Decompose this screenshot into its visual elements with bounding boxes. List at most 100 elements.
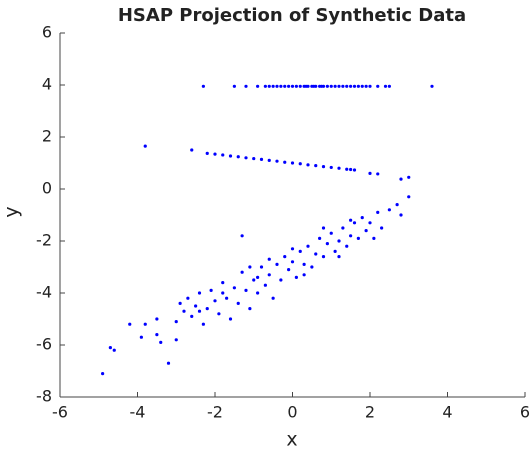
point — [221, 281, 225, 285]
point — [364, 84, 368, 88]
point — [267, 158, 271, 162]
point — [298, 249, 302, 253]
point — [275, 84, 279, 88]
y-tick-label: 4 — [42, 75, 52, 94]
point — [267, 273, 271, 277]
point — [430, 84, 434, 88]
point — [139, 335, 143, 339]
point — [182, 309, 186, 313]
point — [244, 84, 248, 88]
point — [321, 84, 326, 88]
point — [213, 152, 217, 156]
point — [232, 286, 236, 290]
point — [287, 84, 291, 88]
point — [283, 84, 287, 88]
x-tick-label: 6 — [520, 403, 530, 422]
point — [345, 244, 349, 248]
point — [159, 340, 163, 344]
point — [275, 262, 279, 266]
point — [244, 288, 248, 292]
point — [349, 167, 353, 172]
point — [407, 195, 411, 199]
point — [228, 154, 233, 158]
point — [287, 268, 291, 272]
point — [294, 84, 298, 88]
point — [259, 157, 264, 161]
y-tick-label: -6 — [36, 335, 52, 354]
x-tick-label: 0 — [287, 403, 297, 422]
point — [271, 296, 275, 300]
point — [302, 273, 306, 277]
point — [155, 317, 159, 321]
point — [337, 84, 341, 88]
point — [314, 164, 318, 168]
point — [279, 278, 283, 282]
point — [352, 168, 357, 172]
point — [368, 171, 372, 175]
point — [306, 84, 310, 88]
point — [294, 275, 298, 279]
point — [190, 314, 194, 318]
point — [345, 167, 349, 171]
point — [263, 84, 267, 88]
point — [314, 84, 318, 88]
point — [271, 84, 275, 88]
point — [368, 221, 372, 225]
point — [283, 160, 287, 164]
point — [383, 84, 388, 88]
x-tick-label: -4 — [130, 403, 146, 422]
point — [201, 322, 205, 326]
point — [201, 84, 205, 88]
x-tick-label: -2 — [207, 403, 223, 422]
point — [252, 156, 256, 161]
point — [349, 84, 353, 88]
point — [205, 307, 209, 311]
x-axis-label: x — [286, 429, 297, 451]
point — [259, 265, 264, 269]
point — [325, 242, 329, 246]
point — [325, 84, 329, 88]
point — [221, 153, 225, 157]
point — [267, 84, 271, 88]
point — [205, 151, 209, 155]
point — [240, 234, 244, 238]
point — [112, 348, 116, 352]
point — [174, 320, 178, 324]
point — [345, 84, 349, 88]
point — [376, 172, 380, 176]
point — [101, 372, 105, 376]
point — [209, 288, 213, 292]
point — [298, 84, 302, 88]
chart-title: HSAP Projection of Synthetic Data — [118, 5, 466, 26]
point — [283, 255, 287, 259]
point — [267, 257, 271, 261]
point — [321, 255, 326, 259]
point — [298, 162, 302, 166]
point — [248, 307, 252, 311]
point — [178, 301, 182, 305]
y-tick-label: 2 — [42, 127, 52, 146]
point — [217, 312, 221, 316]
point — [275, 159, 279, 163]
point — [155, 333, 159, 337]
point — [256, 84, 260, 88]
point — [360, 84, 364, 88]
point — [166, 361, 171, 365]
point — [337, 255, 341, 259]
x-tick-label: 4 — [442, 403, 452, 422]
point — [321, 165, 326, 169]
point — [248, 265, 252, 269]
point — [306, 163, 310, 167]
point — [252, 278, 256, 282]
point — [290, 260, 295, 264]
point — [318, 236, 322, 240]
point — [143, 144, 147, 148]
point — [333, 249, 337, 253]
point — [228, 317, 233, 321]
point — [372, 236, 376, 240]
point — [337, 239, 341, 243]
y-tick-label: 0 — [42, 179, 52, 198]
point — [128, 322, 132, 326]
point — [186, 296, 190, 300]
